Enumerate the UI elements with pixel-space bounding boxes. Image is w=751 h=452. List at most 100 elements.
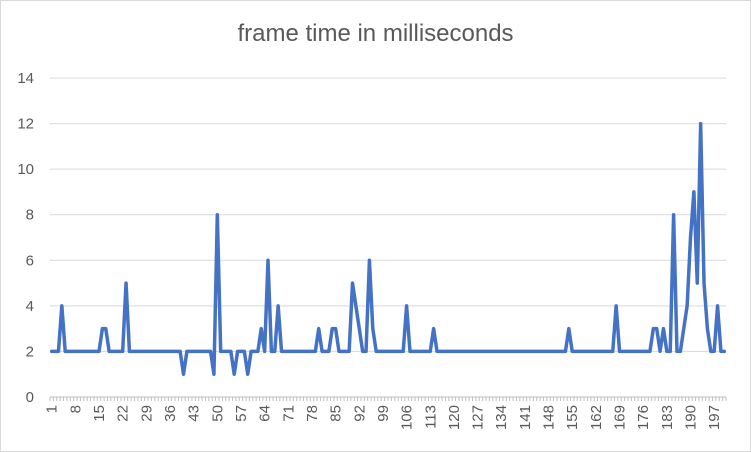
x-tick-label: 197 [706, 405, 723, 430]
data-point [223, 350, 225, 352]
data-point [61, 305, 63, 307]
data-point [142, 350, 144, 352]
data-point [605, 350, 607, 352]
data-point [351, 282, 353, 284]
data-point [551, 350, 553, 352]
data-point [578, 350, 580, 352]
data-point [419, 350, 421, 352]
data-point [524, 350, 526, 352]
data-point [138, 350, 140, 352]
data-point [713, 350, 715, 352]
y-tick-label: 4 [26, 298, 34, 315]
data-point [240, 350, 242, 352]
data-point [649, 350, 651, 352]
data-point [686, 305, 688, 307]
x-tick-label: 127 [470, 405, 487, 430]
data-point [219, 350, 221, 352]
data-point [470, 350, 472, 352]
data-point [54, 350, 56, 352]
data-point [659, 350, 661, 352]
data-point [683, 327, 685, 329]
data-point [612, 350, 614, 352]
data-point [672, 214, 674, 216]
x-tick-label: 36 [162, 405, 179, 422]
data-point [334, 327, 336, 329]
data-point [608, 350, 610, 352]
gridlines [50, 77, 726, 398]
data-point [274, 350, 276, 352]
x-tick-label: 8 [67, 405, 84, 413]
data-point [456, 350, 458, 352]
data-point [598, 350, 600, 352]
data-point [125, 282, 127, 284]
data-point [568, 327, 570, 329]
x-axis-labels: 1 8 15 22 29 36 43 50 57 64 71 78 85 92 99 106 113 120 127… [44, 397, 727, 430]
data-point [534, 350, 536, 352]
data-point [466, 350, 468, 352]
data-point [233, 373, 235, 375]
data-point [720, 350, 722, 352]
data-point [402, 350, 404, 352]
data-point [615, 305, 617, 307]
data-point [487, 350, 489, 352]
data-point [101, 327, 103, 329]
data-point [497, 350, 499, 352]
data-point [358, 327, 360, 329]
data-point [277, 305, 279, 307]
data-point [189, 350, 191, 352]
data-point [585, 350, 587, 352]
data-point [67, 350, 69, 352]
data-point [595, 350, 597, 352]
data-point [230, 350, 232, 352]
data-point [375, 350, 377, 352]
x-tick-label: 148 [541, 405, 558, 430]
y-tick-label: 14 [17, 70, 34, 87]
data-point [294, 350, 296, 352]
y-tick-label: 12 [17, 116, 34, 133]
x-tick-label: 113 [422, 405, 439, 429]
data-point [331, 327, 333, 329]
data-point [693, 191, 695, 193]
data-point [632, 350, 634, 352]
data-point [622, 350, 624, 352]
data-point [284, 350, 286, 352]
chart-title: frame time in milliseconds [237, 20, 514, 47]
data-point [473, 350, 475, 352]
data-point [652, 327, 654, 329]
data-point [270, 350, 272, 352]
x-tick-label: 85 [328, 405, 345, 422]
data-point [392, 350, 394, 352]
data-point [108, 350, 110, 352]
data-point [409, 350, 411, 352]
data-point [439, 350, 441, 352]
data-point [345, 350, 347, 352]
data-point [507, 350, 509, 352]
data-point [689, 236, 691, 238]
data-point [385, 350, 387, 352]
x-tick-label: 29 [138, 405, 155, 422]
data-point [78, 350, 80, 352]
data-point [257, 350, 259, 352]
data-point [541, 350, 543, 352]
data-point [338, 350, 340, 352]
x-tick-label: 22 [115, 405, 132, 422]
data-point [449, 350, 451, 352]
data-point [314, 350, 316, 352]
data-point [149, 350, 151, 352]
data-point [537, 350, 539, 352]
data-point [152, 350, 154, 352]
plot-area [49, 121, 727, 376]
data-point [290, 350, 292, 352]
data-point [135, 350, 137, 352]
data-point [436, 350, 438, 352]
data-point [57, 350, 59, 352]
x-tick-label: 169 [612, 405, 629, 430]
data-point [361, 350, 363, 352]
data-point [182, 373, 184, 375]
data-point [311, 350, 313, 352]
x-tick-label: 183 [659, 405, 676, 430]
data-point [662, 327, 664, 329]
data-point [71, 350, 73, 352]
x-tick-label: 155 [564, 405, 581, 430]
